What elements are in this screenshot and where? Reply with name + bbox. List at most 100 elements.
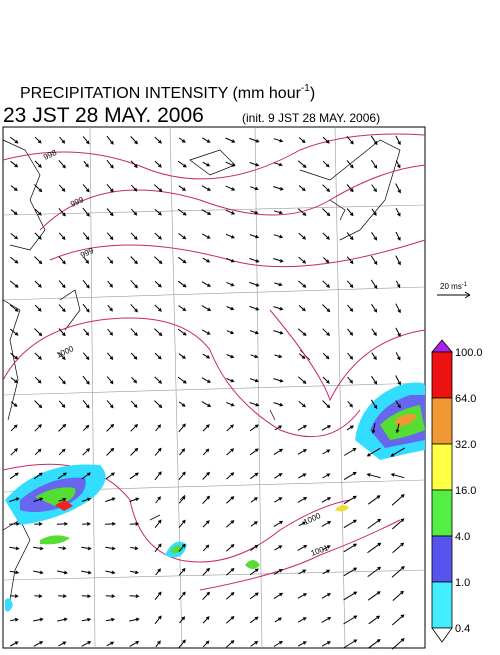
wind-arrow [34, 160, 42, 168]
wind-arrow [58, 594, 67, 598]
wind-arrow [105, 546, 116, 551]
wind-arrow [249, 137, 260, 143]
wind-arrow [249, 257, 260, 263]
wind-arrow [58, 376, 66, 385]
wind-arrow [322, 328, 331, 337]
wind-arrow [202, 161, 211, 167]
wind-arrow [297, 641, 307, 647]
title-sup: -1 [301, 83, 310, 94]
wind-arrow [273, 569, 283, 575]
wind-arrow [106, 376, 114, 385]
wind-arrow [154, 615, 162, 625]
wind-arrow [178, 567, 186, 576]
wind-arrow [201, 329, 211, 335]
wind-arrow [154, 447, 162, 456]
wind-arrow [201, 377, 211, 383]
wind-arrow [366, 447, 381, 457]
wind-arrow [298, 280, 307, 288]
wind-arrow [225, 137, 236, 143]
wind-arrow [343, 471, 357, 481]
wind-arrow [250, 544, 259, 552]
colorbar-label: 16.0 [455, 485, 476, 497]
wind-arrow [366, 473, 381, 479]
wind-arrow [34, 256, 43, 265]
wind-arrow [57, 472, 67, 480]
wind-arrow [34, 424, 42, 432]
wind-arrow [56, 522, 69, 526]
wind-arrow [81, 472, 91, 480]
wind-arrow [343, 543, 358, 553]
wind-arrow [395, 303, 401, 314]
wind-arrow [395, 207, 401, 217]
wind-arrow [155, 568, 161, 576]
wind-arrow [347, 352, 354, 360]
wind-arrow [130, 400, 138, 408]
wind-arrow [130, 160, 138, 169]
wind-arrow [81, 497, 92, 502]
reference-label: 20 ms-1 [440, 282, 468, 291]
wind-arrow [129, 617, 140, 622]
wind-arrow [297, 449, 308, 455]
wind-arrow [10, 424, 18, 432]
wind-arrow [9, 304, 19, 312]
wind-arrow [105, 497, 116, 503]
wind-arrow [367, 639, 381, 649]
wind-arrow [58, 256, 66, 265]
wind-arrow [202, 495, 211, 504]
wind-arrow [298, 232, 307, 240]
wind-arrow [201, 305, 212, 311]
wind-arrow [273, 210, 284, 215]
wind-arrow [322, 400, 331, 409]
wind-arrow [273, 520, 284, 528]
wind-arrow [346, 256, 354, 265]
wind-arrow [273, 640, 284, 647]
colorbar-label: 0.4 [455, 623, 470, 635]
wind-arrow [249, 568, 259, 576]
wind-arrow [322, 184, 331, 193]
wind-arrow [225, 567, 235, 576]
wind-arrow [274, 425, 283, 431]
wind-arrow [392, 590, 404, 601]
wind-arrow [226, 377, 235, 383]
wind-arrow [57, 570, 68, 575]
wind-arrow [297, 160, 307, 169]
wind-arrow [321, 497, 332, 503]
wind-arrow [371, 375, 378, 385]
wind-arrow [343, 639, 358, 649]
wind-arrow [297, 593, 308, 599]
wind-arrow [346, 208, 354, 217]
wind-arrow [9, 546, 20, 551]
wind-arrow [83, 424, 90, 431]
wind-arrow [106, 135, 114, 145]
wind-arrow [249, 281, 260, 287]
wind-arrow [34, 328, 43, 337]
wind-arrow [273, 448, 284, 456]
wind-arrow [33, 546, 44, 551]
wind-arrow [346, 280, 354, 289]
wind-arrow [297, 545, 308, 551]
colorbar-over [431, 339, 453, 353]
wind-arrow [249, 402, 260, 407]
wind-arrow [34, 448, 42, 456]
wind-arrow [178, 401, 186, 407]
wind-arrow [106, 208, 114, 217]
wind-arrow [82, 399, 90, 409]
wind-arrow [83, 160, 89, 168]
colorbar-label: 64.0 [455, 393, 476, 405]
wind-arrow [34, 352, 42, 360]
wind-arrow [395, 423, 400, 434]
wind-arrow [226, 424, 234, 432]
wind-arrow [298, 400, 307, 408]
wind-arrow [225, 520, 235, 528]
wind-arrow [390, 447, 406, 457]
wind-arrow [370, 159, 378, 169]
wind-arrow [371, 232, 378, 241]
wind-arrow [130, 546, 139, 551]
wind-arrow [395, 135, 401, 146]
wind-arrow [347, 328, 354, 336]
wind-arrow [58, 497, 67, 502]
wind-arrow [129, 570, 139, 575]
wind-arrow [82, 184, 90, 193]
wind-arrow [130, 232, 138, 240]
wind-arrow [82, 207, 90, 217]
